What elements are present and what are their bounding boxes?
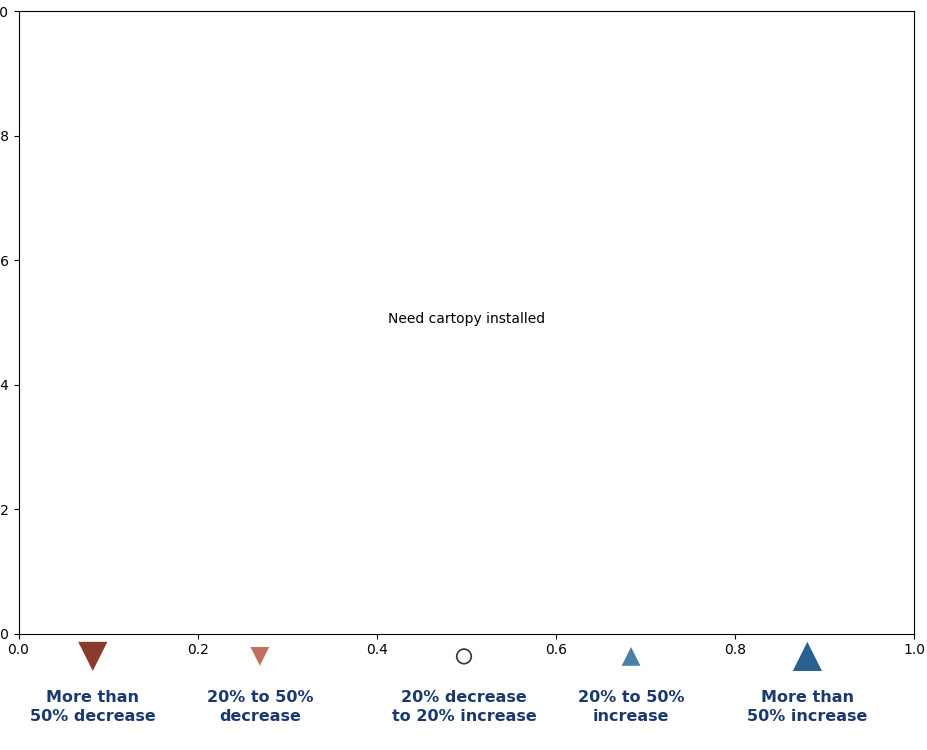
Text: 20% decrease
to 20% increase: 20% decrease to 20% increase [391,690,536,724]
Text: More than
50% increase: More than 50% increase [746,690,867,724]
Text: 20% to 50%
decrease: 20% to 50% decrease [207,690,312,724]
Text: More than
50% decrease: More than 50% decrease [30,690,156,724]
Text: 20% to 50%
increase: 20% to 50% increase [578,690,683,724]
Text: Need cartopy installed: Need cartopy installed [387,311,544,326]
